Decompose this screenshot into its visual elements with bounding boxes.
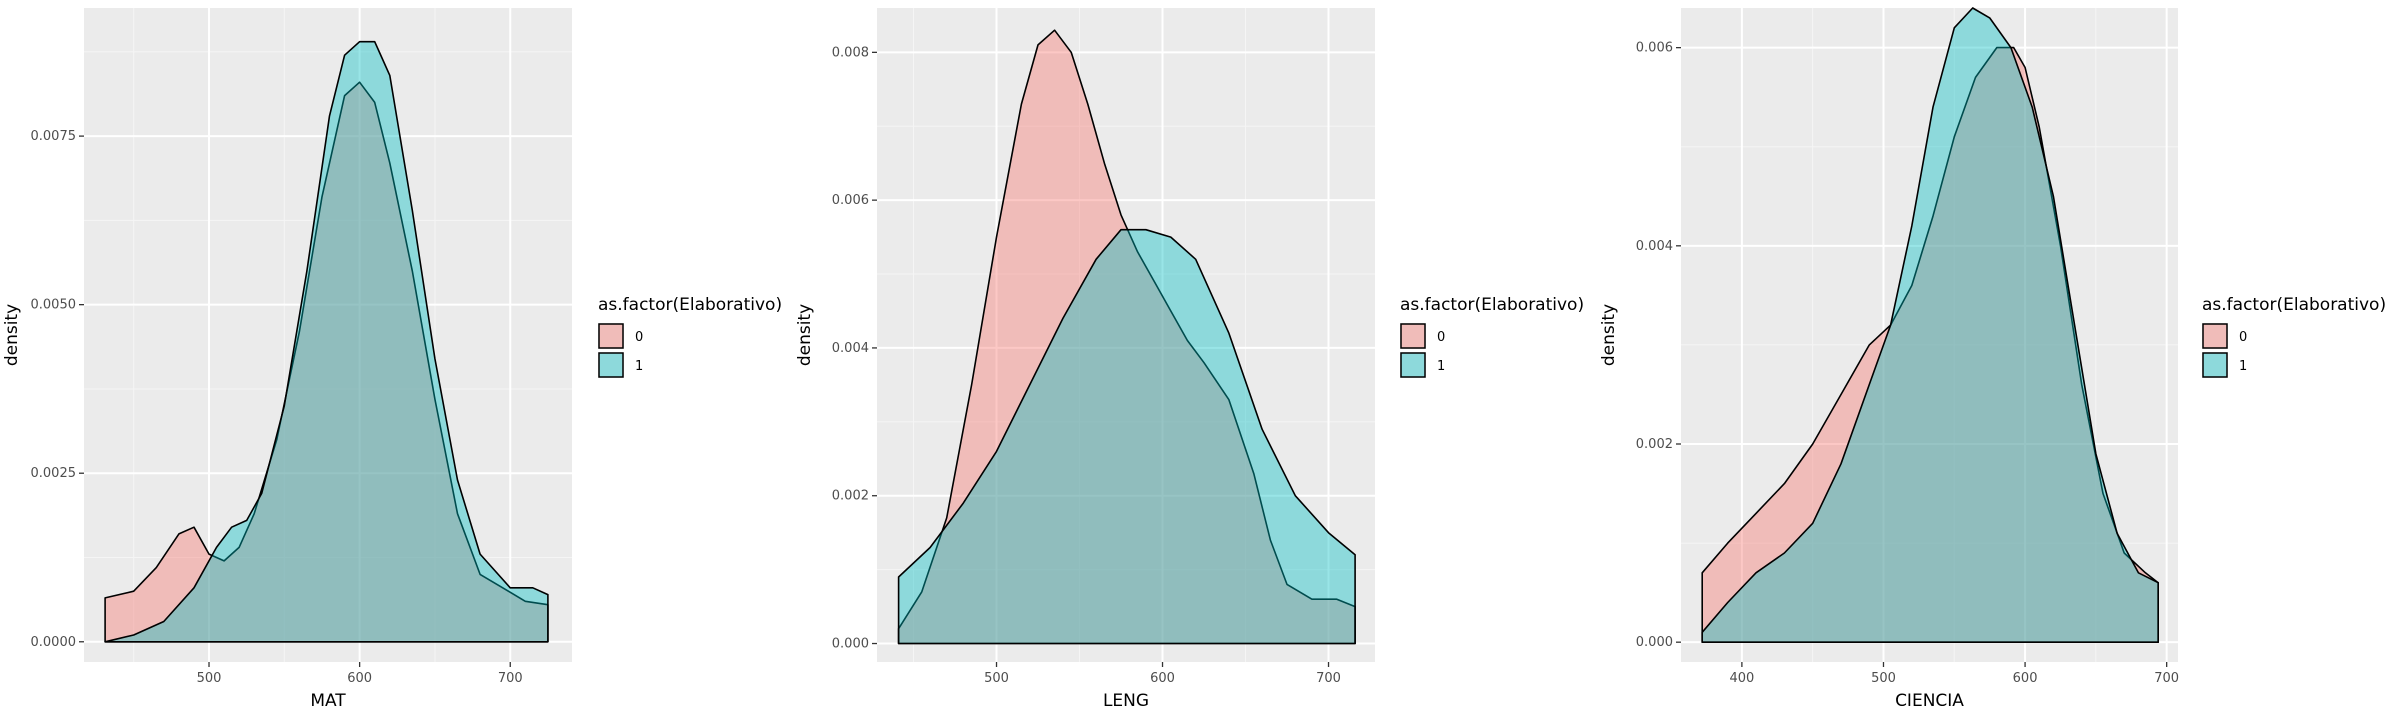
x-tick-label: 600 [2013, 671, 2038, 686]
legend-key-group-0 [598, 323, 624, 349]
y-tick-label: 0.004 [832, 341, 869, 356]
legend-label-group-1: 1 [635, 359, 643, 374]
y-axis-title: density [1599, 304, 1619, 366]
y-tick-label: 0.000 [1636, 635, 1673, 650]
legend-key-background [2202, 352, 2228, 378]
x-tick-label: 400 [1729, 671, 1754, 686]
x-tick-label: 700 [1316, 671, 1341, 686]
legend-key-group-1 [2202, 352, 2228, 378]
density-area-group-0 [1701, 46, 2159, 643]
legend-key-group-1 [598, 352, 624, 378]
x-axis-title: CIENCIA [1895, 691, 1964, 711]
panel-background [877, 8, 1375, 662]
legend: as.factor(Elaborativo) 0 1 [1400, 295, 1584, 378]
y-tick-label: 0.0025 [31, 466, 77, 481]
legend-label-group-0: 0 [2239, 330, 2247, 345]
y-tick-label: 0.0000 [31, 635, 77, 650]
density-area-group-1 [1701, 7, 2159, 643]
chart-panel-2: 0.000 0.002 0.004 0.006 0.008 500 600 700 LENG de… [795, 8, 1584, 711]
legend-title: as.factor(Elaborativo) [1400, 295, 1584, 315]
legend: as.factor(Elaborativo) 0 1 [2202, 295, 2386, 378]
x-tick-label: 500 [197, 671, 222, 686]
x-tick-label: 700 [2154, 671, 2179, 686]
y-tick-label: 0.004 [1636, 239, 1673, 254]
density-area-group-1 [897, 228, 1356, 645]
density-area-group-0 [897, 29, 1356, 645]
legend-key-group-0 [1400, 323, 1426, 349]
legend-key-group-0 [2202, 323, 2228, 349]
legend-key-background [2202, 323, 2228, 349]
x-tick-label: 600 [1150, 671, 1175, 686]
x-tick-label: 500 [984, 671, 1009, 686]
y-tick-label: 0.0075 [31, 129, 77, 144]
chart-panel-1: 0.0000 0.0025 0.0050 0.0075 500 600 700 MAT dens… [2, 8, 782, 711]
density-area-group-1 [104, 40, 549, 643]
x-tick-label: 500 [1871, 671, 1896, 686]
y-tick-label: 0.0050 [31, 298, 77, 313]
y-tick-label: 0.006 [1636, 41, 1673, 56]
x-tick-label: 600 [347, 671, 372, 686]
legend-title: as.factor(Elaborativo) [598, 295, 782, 315]
chart-panel-3: 0.000 0.002 0.004 0.006 400 500 600 700 CIENCIA d… [1599, 7, 2386, 711]
legend-title: as.factor(Elaborativo) [2202, 295, 2386, 315]
legend-key-background [1400, 323, 1426, 349]
legend-label-group-0: 0 [635, 330, 643, 345]
density-area-group-0 [104, 81, 549, 643]
legend-key-background [598, 323, 624, 349]
x-axis-title: LENG [1103, 691, 1149, 711]
legend-label-group-1: 1 [2239, 359, 2247, 374]
legend: as.factor(Elaborativo) 0 1 [598, 295, 782, 378]
y-tick-label: 0.006 [832, 193, 869, 208]
x-tick-label: 700 [498, 671, 523, 686]
y-tick-label: 0.008 [832, 45, 869, 60]
panel-background [1681, 8, 2178, 662]
legend-label-group-1: 1 [1437, 359, 1445, 374]
y-tick-label: 0.002 [832, 489, 869, 504]
legend-key-group-1 [1400, 352, 1426, 378]
y-axis-title: density [2, 304, 22, 366]
legend-key-background [1400, 352, 1426, 378]
y-axis-title: density [795, 304, 815, 366]
legend-label-group-0: 0 [1437, 330, 1445, 345]
y-tick-label: 0.002 [1636, 437, 1673, 452]
x-axis-title: MAT [310, 691, 346, 711]
y-tick-label: 0.000 [832, 637, 869, 652]
legend-key-background [598, 352, 624, 378]
